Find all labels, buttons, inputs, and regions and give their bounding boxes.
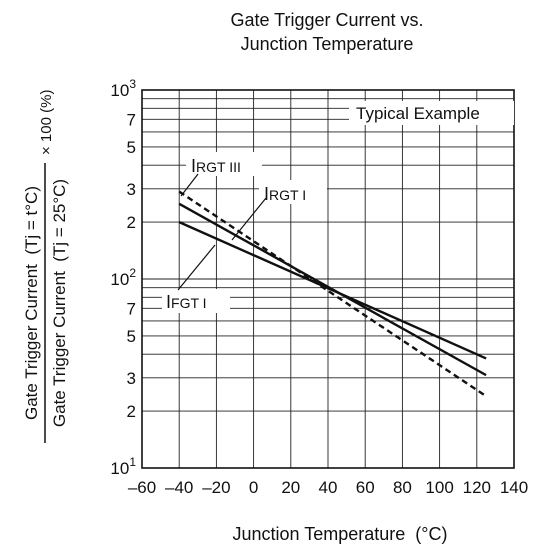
series-label-irgt-i: IRGT I — [231, 180, 327, 241]
x-tick-label: 60 — [356, 478, 375, 497]
x-tick-label: 120 — [463, 478, 491, 497]
y-tick-labels: 101 2 3 5 7 102 2 3 5 7 103 — [110, 77, 136, 478]
series-label-irgt-iii-main: I — [191, 156, 196, 176]
series-line-irgt-iii — [178, 190, 487, 398]
y-axis-label-denominator: Gate Trigger Current (Tj = 25°C) — [50, 179, 69, 427]
x-tick-label: –60 — [128, 478, 156, 497]
annotation-box — [349, 101, 514, 125]
series-label-irgt-i-main: I — [264, 184, 269, 204]
series-line-irgt-i — [178, 202, 487, 377]
x-tick-label: 0 — [249, 478, 258, 497]
y-tick-label: 5 — [127, 327, 136, 346]
y-tick-label: 7 — [127, 110, 136, 129]
x-tick-label: –40 — [165, 478, 193, 497]
x-tick-label: –20 — [202, 478, 230, 497]
chart-title-line-2: Junction Temperature — [241, 34, 414, 54]
plot-frame — [141, 89, 515, 469]
svg-text:IRGT III: IRGT III — [191, 156, 241, 176]
series-lines — [178, 190, 487, 398]
x-tick-label: 80 — [393, 478, 412, 497]
svg-text:IRGT I: IRGT I — [264, 184, 306, 204]
grid — [141, 89, 515, 469]
plot-border — [141, 89, 515, 469]
y-tick-label: 2 — [127, 402, 136, 421]
y-axis-label-factor: × 100 (%) — [38, 90, 55, 155]
x-tick-labels: –60 –40 –20 0 20 40 60 80 100 120 140 — [128, 478, 528, 497]
series-label-irgt-iii-sub: RGT III — [196, 159, 241, 175]
y-axis-label: Gate Trigger Current (Tj = t°C) Gate Tri… — [22, 90, 69, 443]
y-tick-label: 102 — [110, 266, 136, 289]
chart-title-line-1: Gate Trigger Current vs. — [230, 10, 423, 30]
x-axis-label: Junction Temperature (°C) — [233, 524, 448, 544]
x-tick-label: 100 — [425, 478, 453, 497]
y-tick-label: 7 — [127, 299, 136, 318]
y-tick-label: 5 — [127, 138, 136, 157]
series-label-ifgt-i-main: I — [166, 292, 171, 312]
series-label-irgt-i-sub: RGT I — [269, 187, 306, 203]
series-label-ifgt-i-sub: FGT I — [171, 295, 207, 311]
x-tick-label: 140 — [500, 478, 528, 497]
x-tick-label: 20 — [281, 478, 300, 497]
y-tick-label: 103 — [110, 77, 136, 100]
y-axis-label-numerator: Gate Trigger Current (Tj = t°C) — [22, 186, 41, 420]
y-tick-label: 3 — [127, 369, 136, 388]
y-tick-label: 101 — [110, 455, 136, 478]
svg-text:IFGT I: IFGT I — [166, 292, 207, 312]
y-tick-label: 2 — [127, 213, 136, 232]
x-tick-label: 40 — [319, 478, 338, 497]
series-label-irgt-iii: IRGT III — [180, 152, 262, 197]
y-tick-label: 3 — [127, 180, 136, 199]
series-label-ifgt-i: IFGT I — [162, 244, 230, 313]
annotation-text: Typical Example — [356, 104, 480, 123]
